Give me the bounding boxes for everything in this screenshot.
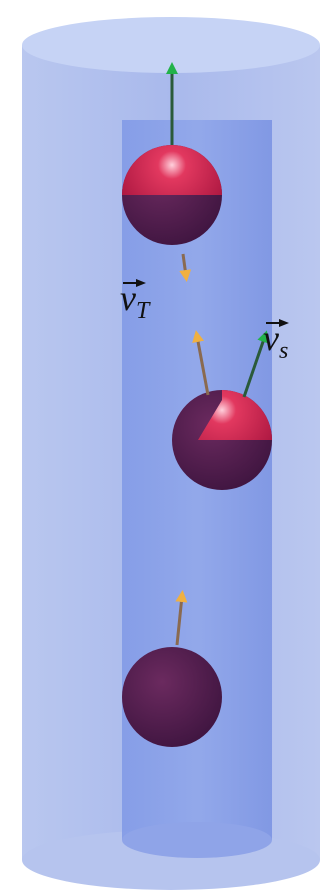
label-base: v bbox=[263, 318, 279, 358]
sphere-bottom bbox=[122, 647, 222, 747]
diagram: vT vs bbox=[0, 0, 329, 895]
label-sub: s bbox=[279, 338, 288, 364]
sphere-middle bbox=[172, 390, 272, 490]
page: vT vs (() => { const data = JSON.parse(d… bbox=[0, 0, 329, 895]
label-sub: T bbox=[136, 298, 151, 324]
sphere-top bbox=[122, 145, 222, 245]
label-base: v bbox=[120, 278, 136, 318]
